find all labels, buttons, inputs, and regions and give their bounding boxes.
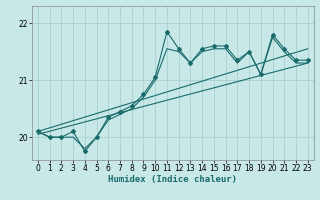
X-axis label: Humidex (Indice chaleur): Humidex (Indice chaleur): [108, 175, 237, 184]
